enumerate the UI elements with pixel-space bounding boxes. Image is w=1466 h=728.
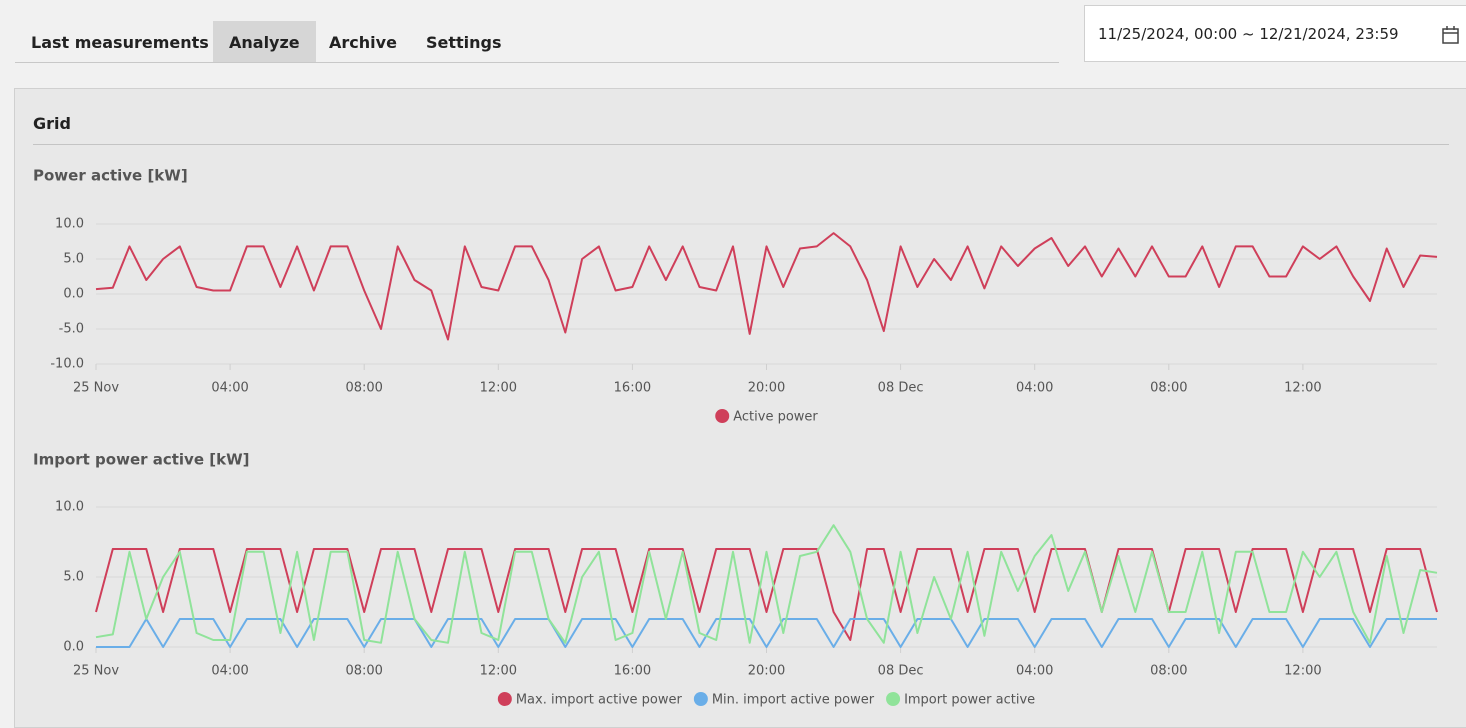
x-tick-label: 12:00 (1284, 381, 1321, 396)
x-tick-label: 08:00 (1150, 381, 1187, 396)
series-line (95, 524, 1438, 644)
y-tick-label: 0.0 (63, 287, 84, 302)
y-tick-label: 0.0 (63, 640, 84, 655)
y-tick-label: 5.0 (63, 252, 84, 267)
x-tick-label: 04:00 (211, 664, 248, 679)
x-tick-label: 08 Dec (878, 381, 924, 396)
x-tick-label: 12:00 (480, 664, 517, 679)
panel (14, 88, 1466, 728)
legend-label: Min. import active power (712, 693, 875, 708)
tab[interactable]: Last measurements (31, 33, 209, 52)
x-tick-label: 08:00 (1150, 664, 1187, 679)
calendar-icon (1442, 26, 1459, 44)
x-tick-label: 08:00 (345, 664, 382, 679)
series-line (95, 548, 1438, 641)
legend-label: Active power (733, 410, 818, 425)
y-tick-label: -10.0 (50, 357, 84, 372)
chart-title: Power active [kW] (33, 167, 188, 185)
tab[interactable]: Settings (426, 33, 502, 52)
tab[interactable]: Archive (329, 33, 397, 52)
x-tick-label: 12:00 (480, 381, 517, 396)
x-tick-label: 08:00 (345, 381, 382, 396)
x-tick-label: 25 Nov (73, 664, 119, 679)
x-tick-label: 16:00 (614, 664, 651, 679)
y-tick-label: 10.0 (55, 500, 84, 515)
y-tick-label: 10.0 (55, 217, 84, 232)
tab-active[interactable]: Analyze (213, 21, 316, 62)
x-tick-label: 25 Nov (73, 381, 119, 396)
legend-label: Import power active (904, 693, 1035, 708)
date-range-picker[interactable]: 11/25/2024, 00:00 ~ 12/21/2024, 23:59 (1084, 5, 1466, 62)
series-line (95, 232, 1438, 341)
chart-title: Import power active [kW] (33, 451, 249, 469)
x-tick-label: 12:00 (1284, 664, 1321, 679)
legend-marker (886, 692, 901, 706)
x-tick-label: 16:00 (614, 381, 651, 396)
y-tick-label: -5.0 (59, 322, 84, 337)
x-tick-label: 04:00 (1016, 381, 1053, 396)
x-tick-label: 20:00 (748, 664, 785, 679)
legend-marker (693, 692, 708, 706)
y-tick-label: 5.0 (63, 570, 84, 585)
x-tick-label: 04:00 (211, 381, 248, 396)
series-line (96, 618, 1437, 648)
x-tick-label: 08 Dec (878, 664, 924, 679)
tab-divider (15, 62, 1059, 63)
x-tick-label: 04:00 (1016, 664, 1053, 679)
legend-marker (497, 692, 512, 706)
section-divider (33, 144, 1449, 145)
legend-label: Max. import active power (516, 693, 683, 708)
date-range: 11/25/2024, 00:00 ~ 12/21/2024, 23:59 (1098, 25, 1399, 43)
charts: Power active [kW] -10.0 -5.0 0.0 5.0 10.0 25 N… (33, 167, 1438, 708)
x-tick-label: 20:00 (748, 381, 785, 396)
page: {"tabs": ["Last measurements", "Analyze"… (14, 5, 1466, 728)
section-title: Grid (33, 114, 71, 133)
legend-marker (715, 409, 730, 423)
